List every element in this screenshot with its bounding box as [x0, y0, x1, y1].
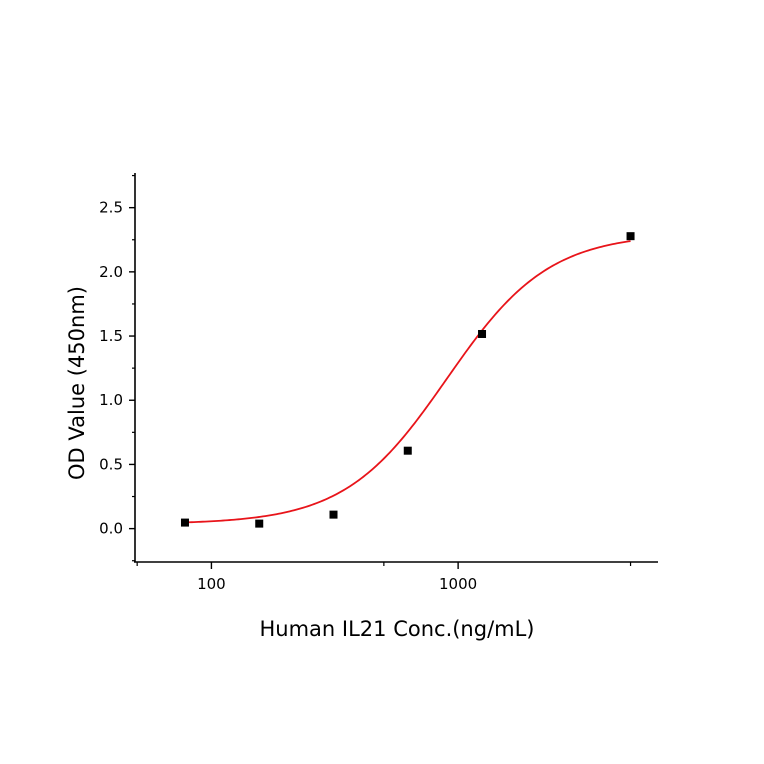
x-tick-label: 1000 — [439, 575, 477, 593]
fit-curve — [184, 240, 631, 524]
data-point-marker — [255, 519, 264, 528]
fit-line — [184, 240, 631, 524]
y-tick-label: 2.0 — [99, 263, 123, 281]
data-points — [180, 232, 635, 528]
y-tick-label: 0.5 — [99, 455, 123, 473]
y-tick-label: 0.0 — [99, 520, 123, 538]
x-axis-title: Human IL21 Conc.(ng/mL) — [260, 617, 535, 641]
data-point-marker — [329, 510, 338, 519]
axes: 0.0 0.5 1.0 1.5 2.0 2.5 100 1000 — [99, 173, 658, 593]
data-point-marker — [403, 446, 412, 455]
y-tick-label: 1.5 — [99, 327, 123, 345]
x-tick-label: 100 — [197, 575, 226, 593]
y-tick-label: 2.5 — [99, 199, 123, 217]
data-point-marker — [180, 518, 189, 527]
data-point-marker — [626, 232, 635, 241]
data-point-marker — [478, 329, 487, 338]
y-tick-label: 1.0 — [99, 391, 123, 409]
y-axis-title: OD Value (450nm) — [65, 286, 89, 480]
